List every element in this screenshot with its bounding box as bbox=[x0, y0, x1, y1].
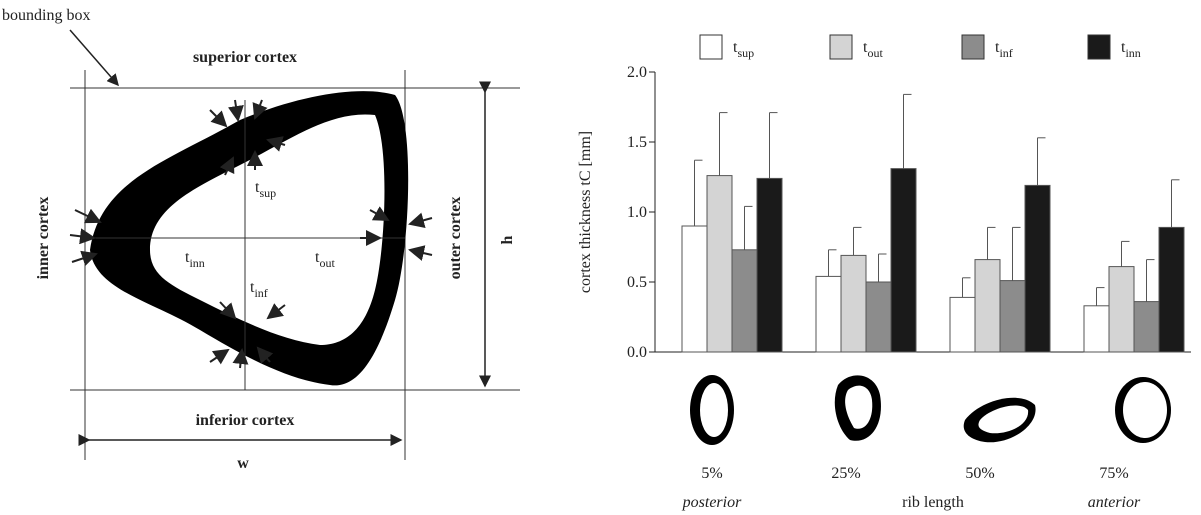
bar bbox=[731, 249, 758, 353]
x-tick-label: 75% bbox=[1099, 465, 1128, 482]
label: h bbox=[499, 235, 516, 244]
bar bbox=[706, 175, 733, 353]
bar bbox=[681, 225, 708, 353]
bar bbox=[865, 281, 892, 353]
y-tick-label: 1.5 bbox=[627, 134, 647, 151]
bar bbox=[1158, 226, 1185, 353]
arrow bbox=[69, 29, 119, 87]
legend-label: tout bbox=[863, 39, 883, 60]
bar bbox=[999, 280, 1026, 353]
bar bbox=[974, 259, 1001, 353]
label: inferior cortex bbox=[196, 412, 295, 429]
bar bbox=[1024, 184, 1051, 353]
y-axis-label: cortex thickness tC [mm] bbox=[577, 131, 594, 293]
y-tick-label: 0.5 bbox=[627, 274, 647, 291]
legend-label: tinf bbox=[995, 39, 1013, 60]
label: superior cortex bbox=[193, 49, 297, 66]
arrows bbox=[69, 99, 433, 369]
legend-swatch bbox=[1087, 34, 1111, 60]
bar bbox=[756, 177, 783, 353]
y-tick-label: 0.0 bbox=[627, 344, 647, 361]
x-sub-label: posterior bbox=[682, 494, 742, 511]
label: w bbox=[237, 455, 249, 472]
rib-thumbnails bbox=[690, 375, 1171, 445]
rib-cavity bbox=[150, 114, 385, 345]
x-tick-label: 25% bbox=[831, 465, 860, 482]
y-tick-label: 2.0 bbox=[627, 64, 647, 81]
legend-label: tinn bbox=[1121, 39, 1141, 60]
x-tick-label: 50% bbox=[965, 465, 994, 482]
x-sub-label: anterior bbox=[1088, 494, 1141, 511]
label: bounding box bbox=[2, 7, 90, 24]
legend-swatch bbox=[699, 34, 723, 60]
bar bbox=[949, 296, 976, 353]
bar bbox=[890, 168, 917, 353]
legend-swatch bbox=[961, 34, 985, 60]
bar bbox=[840, 254, 867, 353]
bar bbox=[815, 275, 842, 353]
diagram: bounding box superior cortex inferior co… bbox=[2, 7, 520, 472]
label: outer cortex bbox=[447, 197, 464, 280]
x-axis-label: rib length bbox=[902, 494, 964, 511]
y-tick-label: 1.0 bbox=[627, 204, 647, 221]
bar bbox=[1083, 305, 1110, 353]
bar bbox=[1133, 301, 1160, 353]
bar bbox=[1108, 266, 1135, 353]
legend-swatch bbox=[829, 34, 853, 60]
x-tick-label: 5% bbox=[701, 465, 722, 482]
label: inner cortex bbox=[35, 197, 52, 280]
legend-label: tsup bbox=[733, 39, 754, 60]
